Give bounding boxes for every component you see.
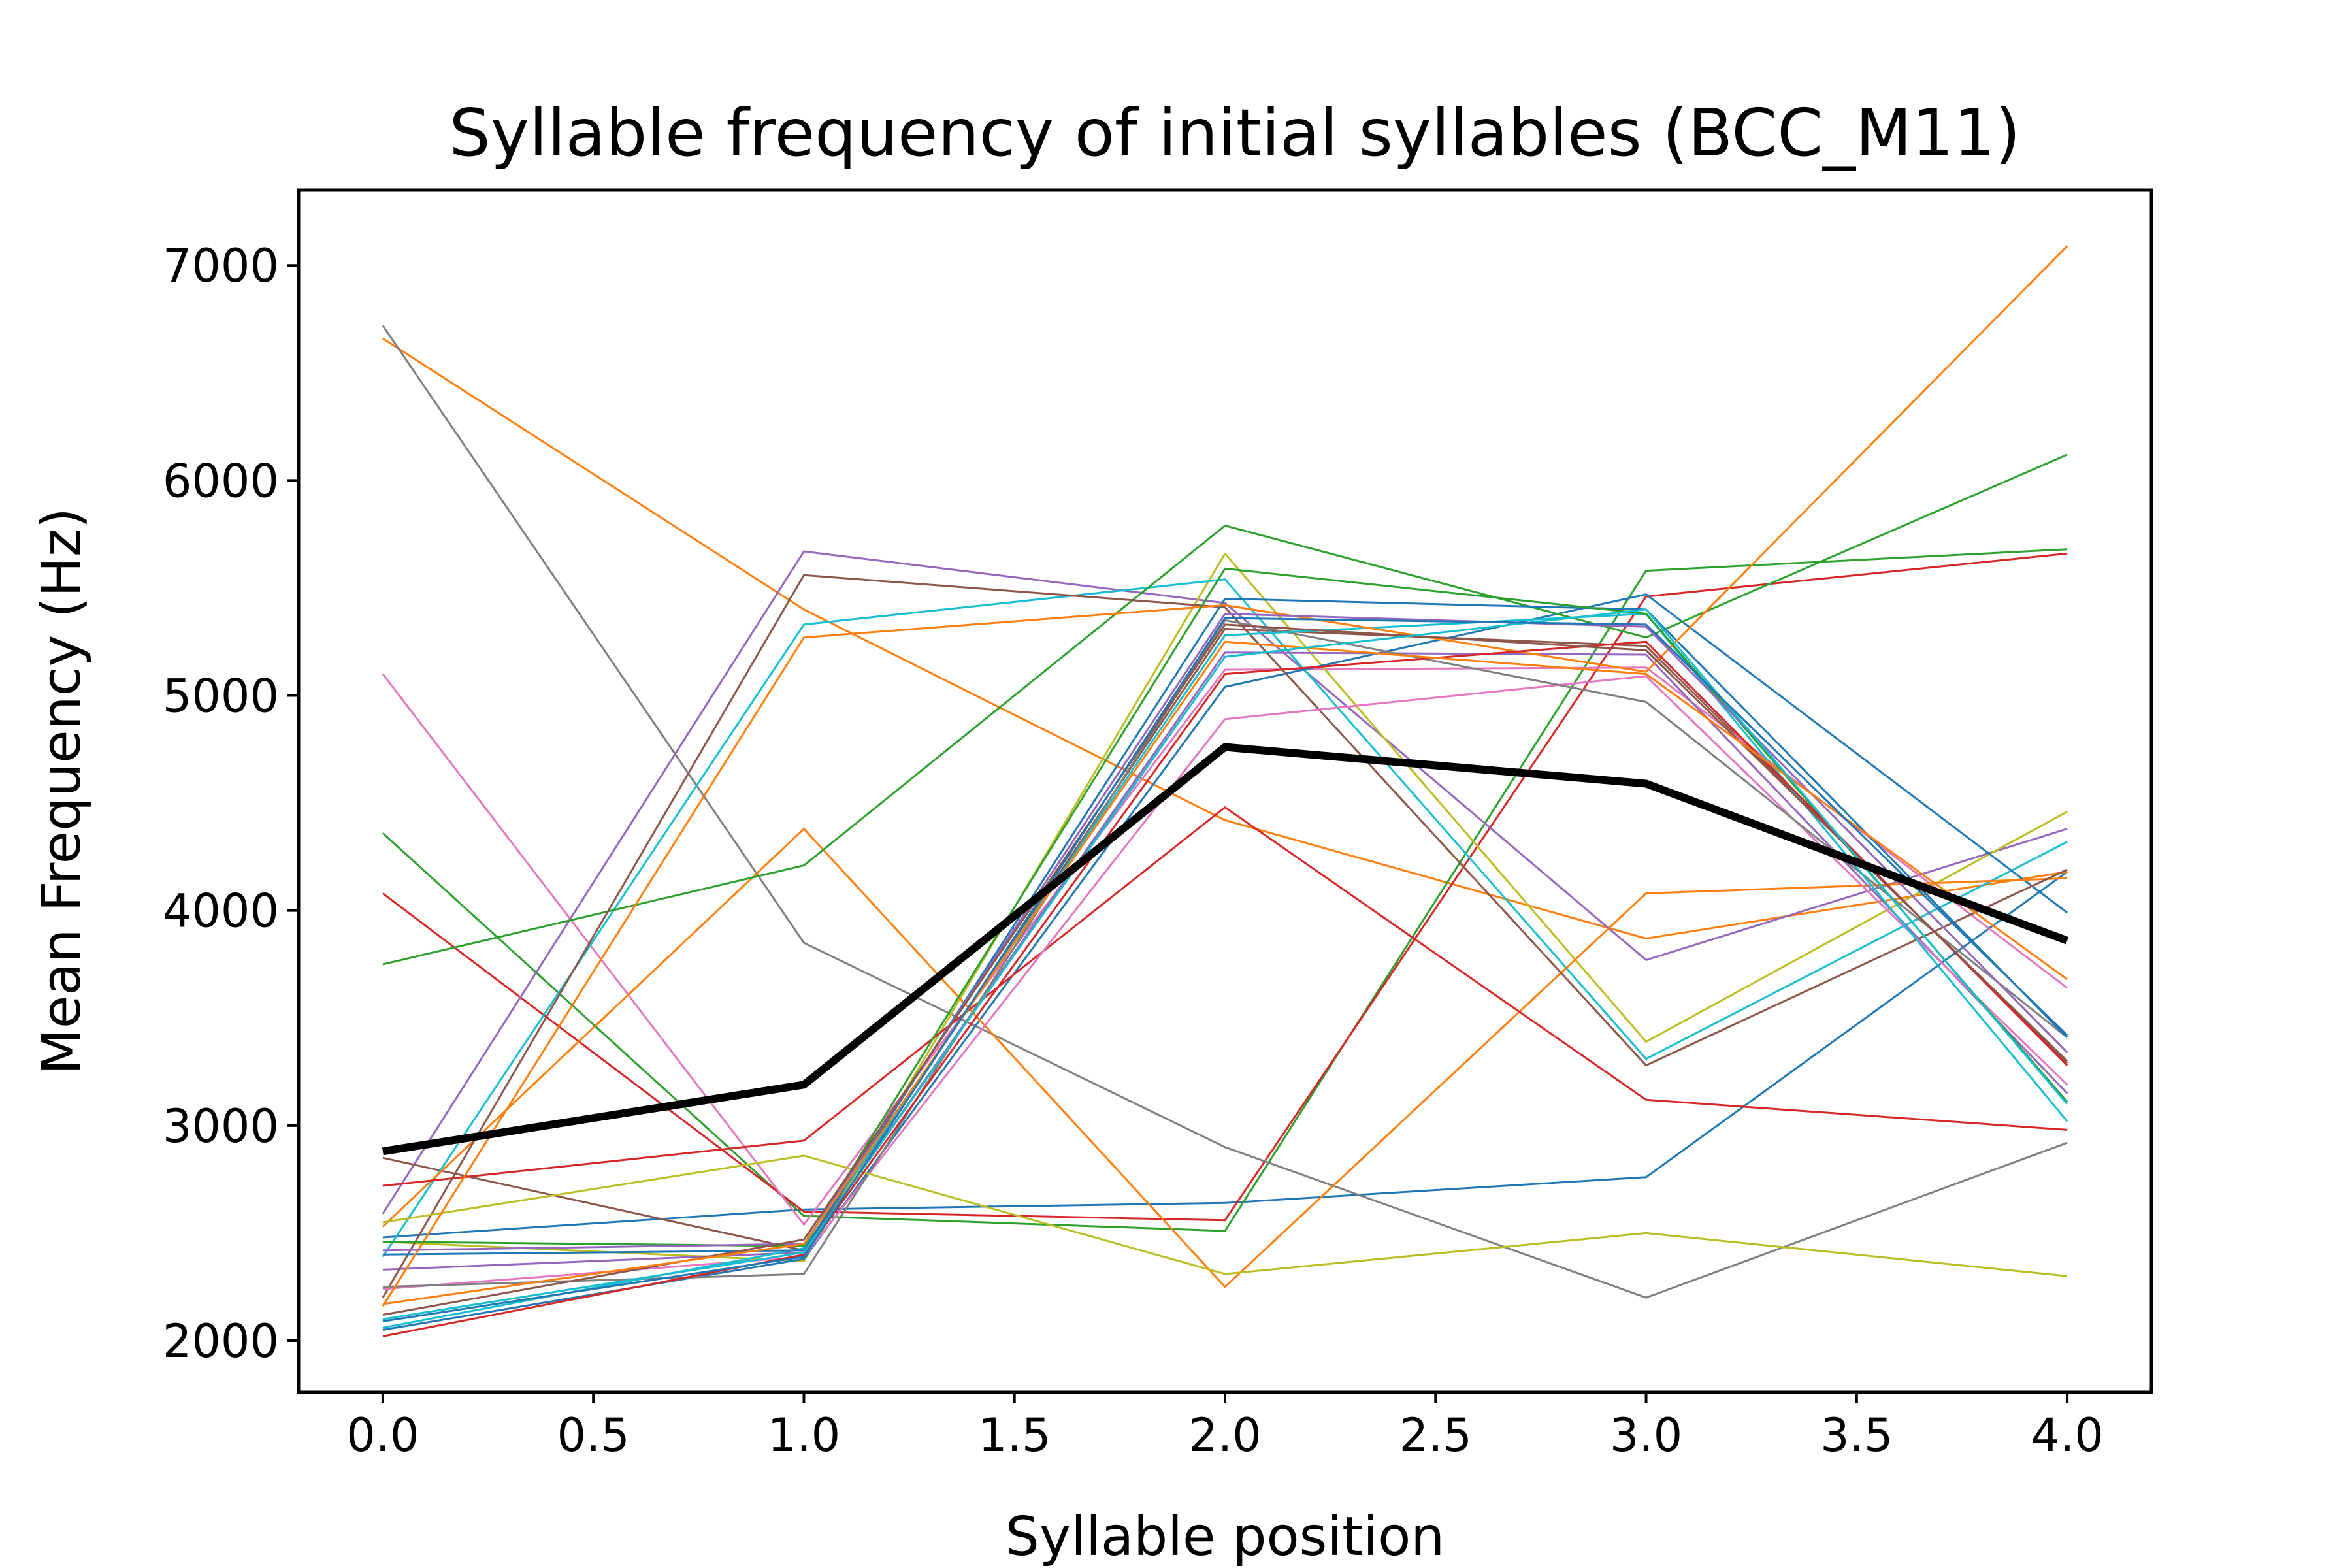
series-line-16 [382,574,2068,1298]
series-layer [382,245,2069,1337]
series-line-12 [382,828,2068,1288]
series-line-14 [382,806,2068,1187]
series-line-9 [382,552,2068,1262]
x-tick-label: 0.5 [557,1409,630,1462]
series-line-21 [382,597,2068,1256]
y-tick-label: 2000 [163,1315,279,1368]
series-line-15 [382,651,2068,1271]
series-line-8 [382,325,2068,1299]
series-line-25 [382,612,2068,1252]
x-tick-label: 1.5 [978,1409,1051,1462]
series-line-13 [382,453,2068,966]
series-line-19 [382,1154,2068,1277]
series-line-29 [382,617,2068,1322]
chart-title: Syllable frequency of initial syllables … [449,95,2020,171]
x-tick-label: 1.0 [768,1409,840,1462]
series-line-6 [382,628,2068,1252]
x-tick-label: 3.0 [1610,1409,1682,1462]
y-axis: 2000 3000 4000 5000 6000 7000 [163,239,299,1368]
plot-area: 0.0 0.5 1.0 1.5 2.0 2.5 3.0 3.5 4.0 2000 3000 4000… [163,188,2153,1462]
y-tick-label: 3000 [163,1100,279,1153]
x-tick-label: 3.5 [1820,1409,1893,1462]
series-line-28 [382,608,2068,1320]
series-line-17 [382,675,2068,1290]
y-axis-label: Mean Frequency (Hz) [31,508,93,1075]
series-line-22 [382,245,2068,1307]
y-tick-label: 7000 [163,239,279,293]
x-tick-label: 2.0 [1188,1409,1261,1462]
x-tick-label: 2.5 [1399,1409,1472,1462]
series-line-10 [382,578,2068,1258]
x-tick-label: 0.0 [346,1409,419,1462]
series-line-5 [382,550,2068,1215]
series-line-mean [382,743,2069,1156]
x-tick-label: 4.0 [2031,1409,2103,1462]
y-tick-label: 5000 [163,670,279,723]
y-tick-label: 6000 [163,454,279,508]
series-line-3 [382,548,2068,1232]
x-axis-label: Syllable position [1005,1506,1445,1568]
series-line-24 [382,640,2068,1337]
y-tick-label: 4000 [163,885,279,938]
plot-frame [297,188,2153,1394]
x-axis: 0.0 0.5 1.0 1.5 2.0 2.5 3.0 3.5 4.0 [346,1392,2104,1462]
